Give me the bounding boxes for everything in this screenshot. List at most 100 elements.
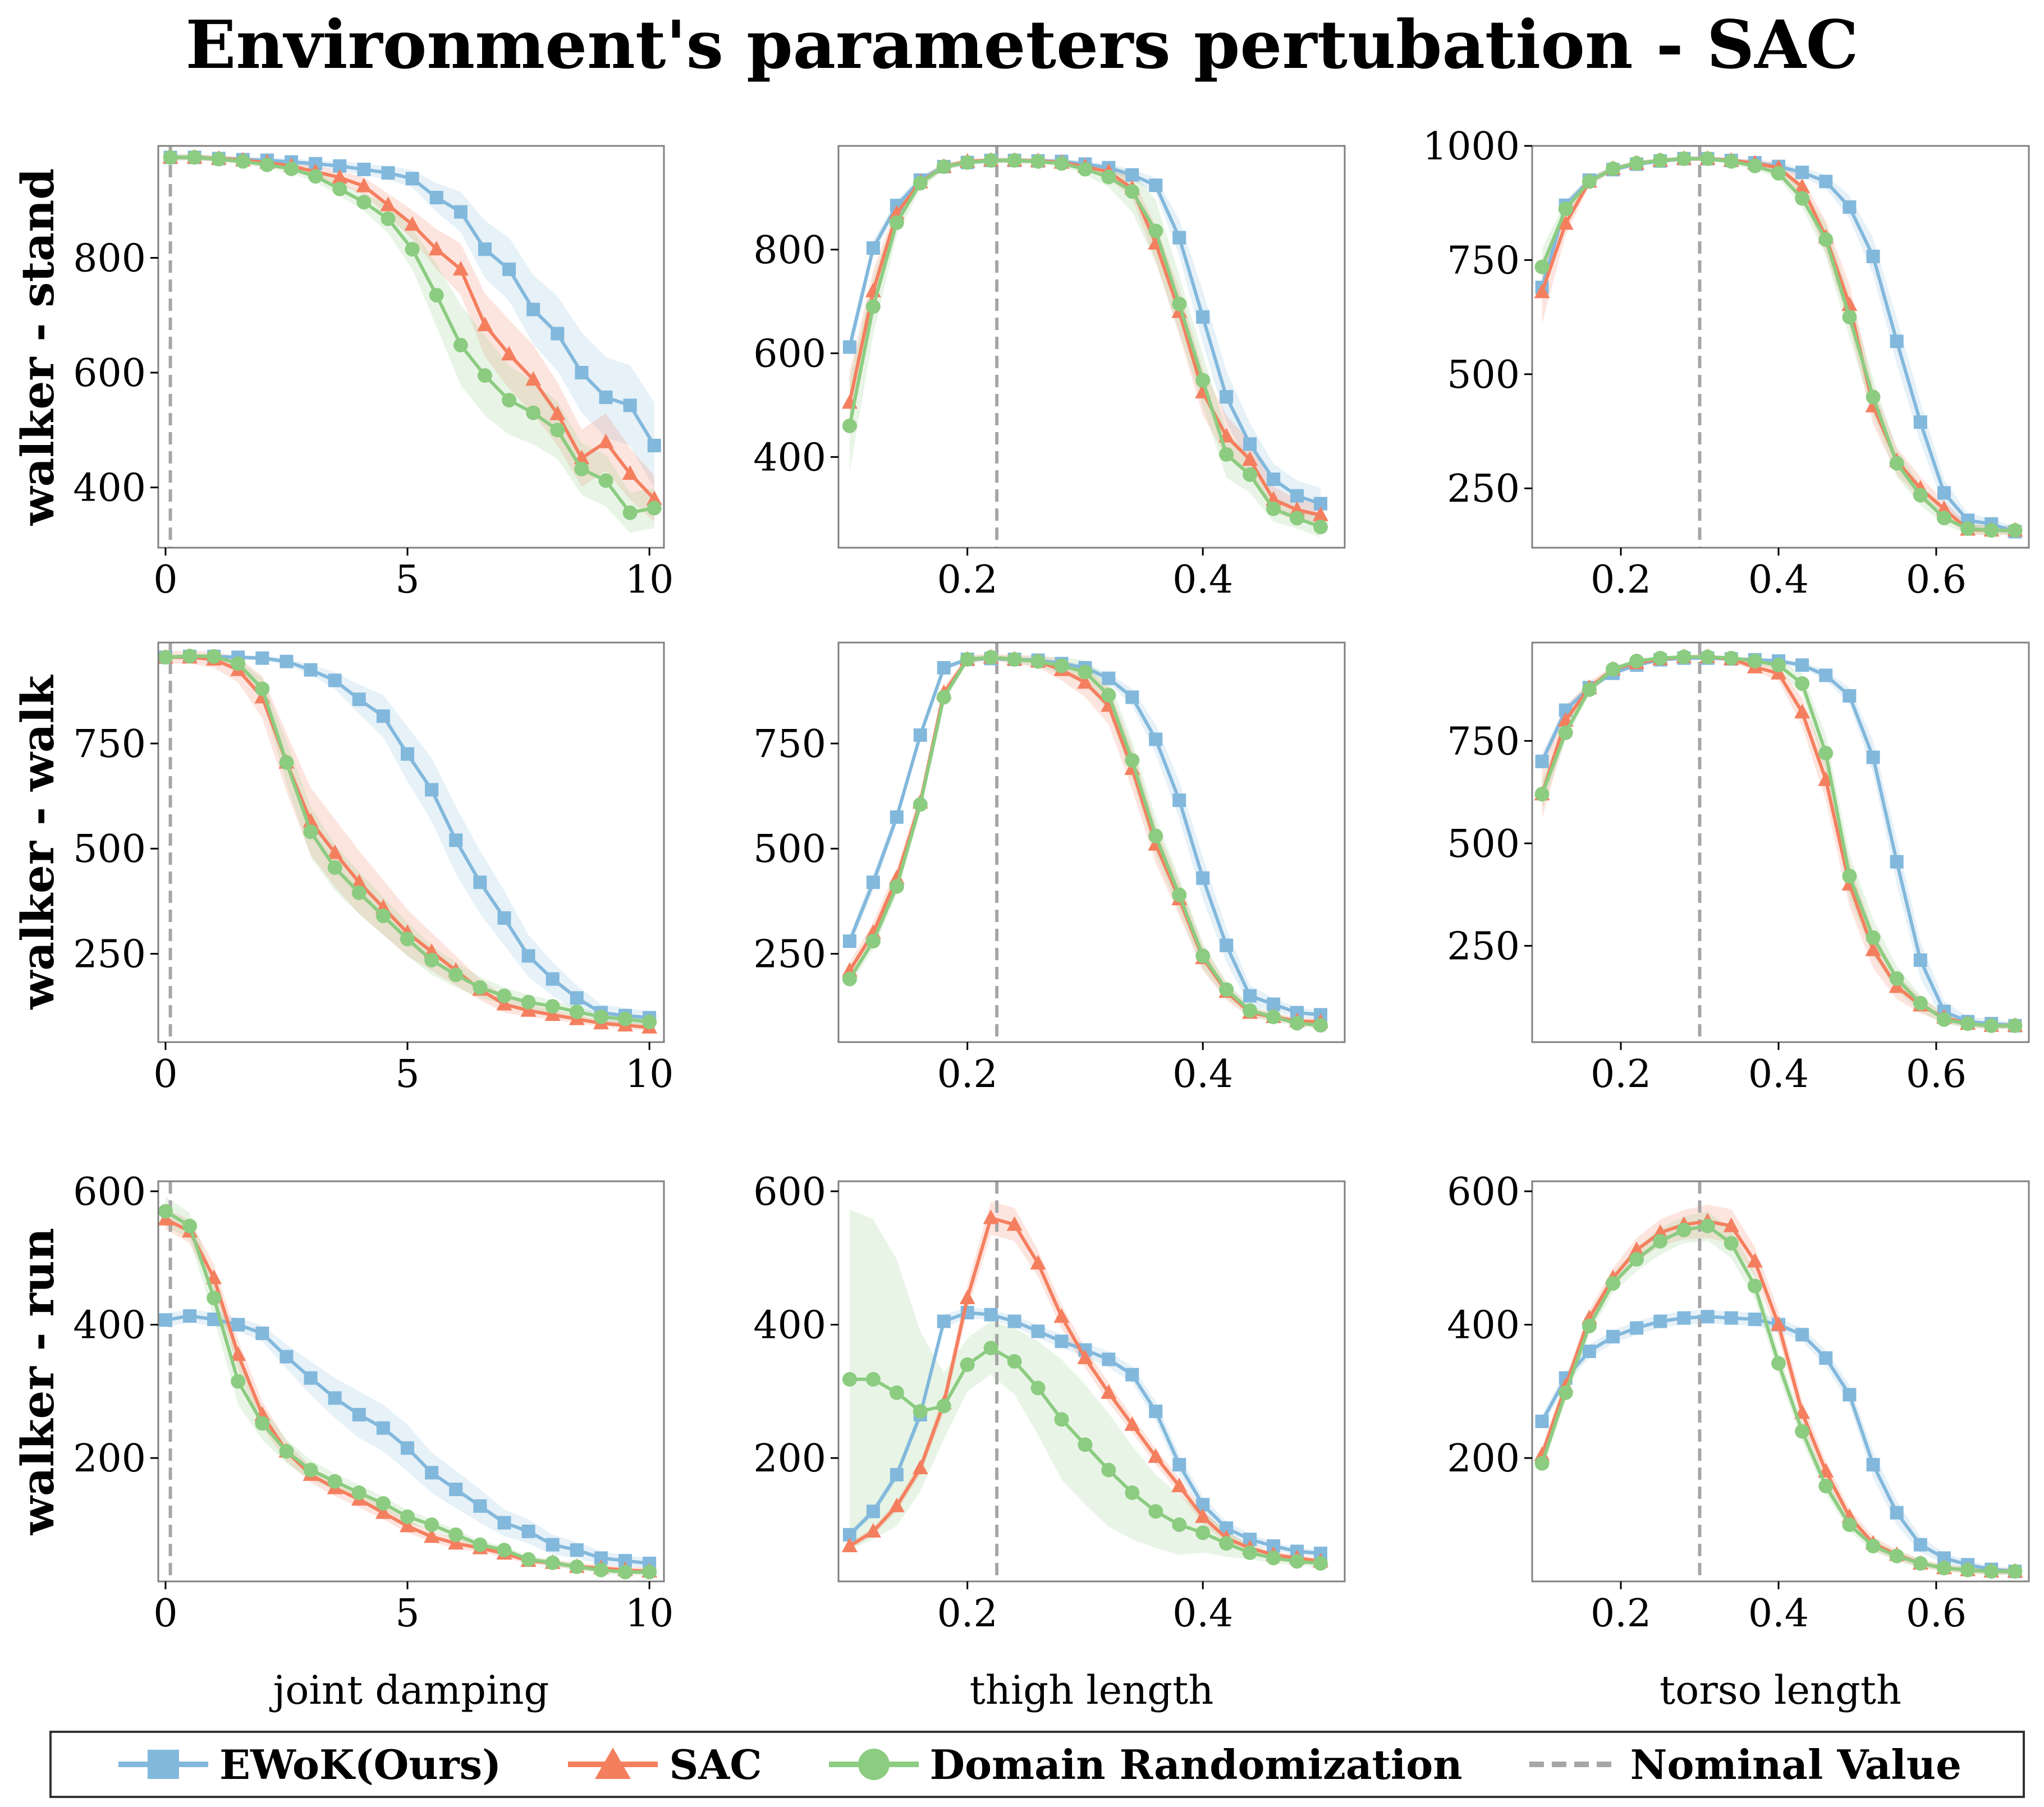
domain-randomization-point (1771, 166, 1786, 181)
domain-randomization-point (1653, 153, 1668, 168)
ewok-point (1724, 1311, 1738, 1325)
sac-point (525, 371, 542, 386)
ewok-point (231, 1318, 245, 1332)
y-tick-label: 750 (753, 722, 826, 767)
domain-randomization-point (1795, 191, 1810, 206)
domain-randomization-point (327, 860, 342, 875)
ewok-point (842, 934, 856, 948)
sac-point (1195, 1508, 1211, 1523)
domain-randomization-point (1700, 649, 1715, 664)
domain-randomization-point (1984, 1018, 1999, 1033)
row-label: walker - run (11, 1228, 64, 1535)
domain-randomization-point (618, 1011, 633, 1026)
ewok-point (1843, 200, 1857, 214)
domain-randomization-point (259, 157, 274, 172)
plot-area (1534, 1181, 2023, 1581)
ewok-point (352, 692, 366, 707)
domain-randomization-point (356, 195, 372, 210)
axes-frame (837, 145, 1346, 549)
domain-randomization-point (526, 405, 541, 420)
domain-randomization-point (1101, 1462, 1116, 1478)
domain-randomization-point (1676, 151, 1692, 166)
y-tick-label: 500 (73, 827, 146, 872)
ewok-point (647, 438, 661, 452)
domain-randomization-point (1842, 869, 1857, 884)
domain-randomization-point (1960, 1562, 1976, 1577)
sac-point (1171, 1478, 1188, 1493)
ewok-point (449, 1483, 463, 1497)
domain-randomization-point (960, 652, 975, 667)
sac-point (501, 346, 517, 361)
domain-randomization-point (1266, 1010, 1281, 1025)
y-tick-label: 600 (753, 332, 826, 377)
domain-randomization-point (1558, 1385, 1573, 1400)
ewok-point (1606, 1329, 1620, 1343)
domain-randomization-point (1078, 162, 1093, 177)
plot-area (1534, 643, 2023, 1042)
sac-point (598, 433, 614, 448)
sac-confidence-band (1542, 654, 2015, 1029)
domain-randomization-point (642, 1565, 657, 1580)
axes-frame (1531, 1180, 2030, 1583)
domain-randomization-point (1605, 662, 1620, 677)
x-tick-label: 0.2 (1591, 1052, 1651, 1097)
sac-point (959, 1289, 975, 1304)
x-tick-label: 0.2 (1591, 558, 1651, 602)
ewok-point (1031, 1324, 1045, 1338)
domain-randomization-point (255, 1416, 270, 1431)
domain-randomization-point (1818, 232, 1834, 247)
domain-randomization-point (1290, 1554, 1305, 1569)
ewok-point (521, 1524, 535, 1538)
domain-randomization-point (1078, 1437, 1093, 1452)
domain-randomization-point (158, 650, 173, 665)
domain-randomization-point (936, 1398, 951, 1414)
domain-randomization-point (2008, 1018, 2023, 1033)
domain-randomization-point (207, 1290, 222, 1305)
domain-randomization-point (477, 368, 492, 383)
domain-randomization-point (983, 650, 998, 665)
domain-randomization-point (2008, 1564, 2023, 1579)
domain-randomization-series-line (165, 654, 650, 1024)
ewok-point (1102, 671, 1116, 685)
ewok-point (1937, 486, 1951, 500)
ewok-point (352, 1407, 366, 1421)
x-axis-label: joint damping (269, 1667, 549, 1713)
sac-point (452, 260, 469, 276)
ewok-point (1196, 871, 1210, 885)
domain-randomization-point (308, 169, 323, 184)
ewok-point (521, 949, 535, 963)
y-tick-label: 1000 (1423, 125, 1520, 169)
domain-randomization-point (1030, 1381, 1046, 1396)
ewok-point (570, 1543, 584, 1557)
subplot-r2-c0: 0 5 10 200 400 600 joint damping walker - run (11, 1170, 673, 1713)
domain-randomization-point (400, 932, 415, 947)
domain-randomization-point (1913, 1556, 1928, 1571)
sac-point (1557, 215, 1574, 230)
ewok-confidence-band (165, 654, 650, 1024)
domain-randomization-point (231, 1374, 246, 1389)
ewok-point (1125, 1368, 1139, 1382)
domain-randomization-point (1148, 223, 1163, 239)
plot-area (158, 1181, 658, 1581)
sac-point (549, 405, 566, 420)
ewok-point (1220, 938, 1234, 952)
domain-randomization-point (1936, 511, 1951, 526)
x-tick-label: 0.6 (1906, 558, 1967, 602)
domain-randomization-confidence-band (170, 154, 654, 533)
sac-point (1936, 500, 1952, 515)
sac-point (448, 1535, 464, 1550)
subplot-r2-c2: 0.2 0.4 0.6 200 400 600 torso length (1447, 1170, 2030, 1713)
domain-randomization-point (842, 1372, 857, 1387)
domain-randomization-point (381, 211, 396, 226)
y-tick-label: 400 (753, 1303, 826, 1347)
domain-randomization-point (1030, 154, 1046, 169)
ewok-point (453, 205, 468, 219)
ewok-point (1795, 658, 1809, 672)
ewok-point (497, 911, 511, 925)
domain-randomization-point (647, 501, 662, 516)
axes-frame (157, 145, 665, 549)
sac-point (380, 196, 396, 212)
ewok-point (937, 1314, 951, 1328)
sac-series-line (1540, 655, 2015, 1028)
